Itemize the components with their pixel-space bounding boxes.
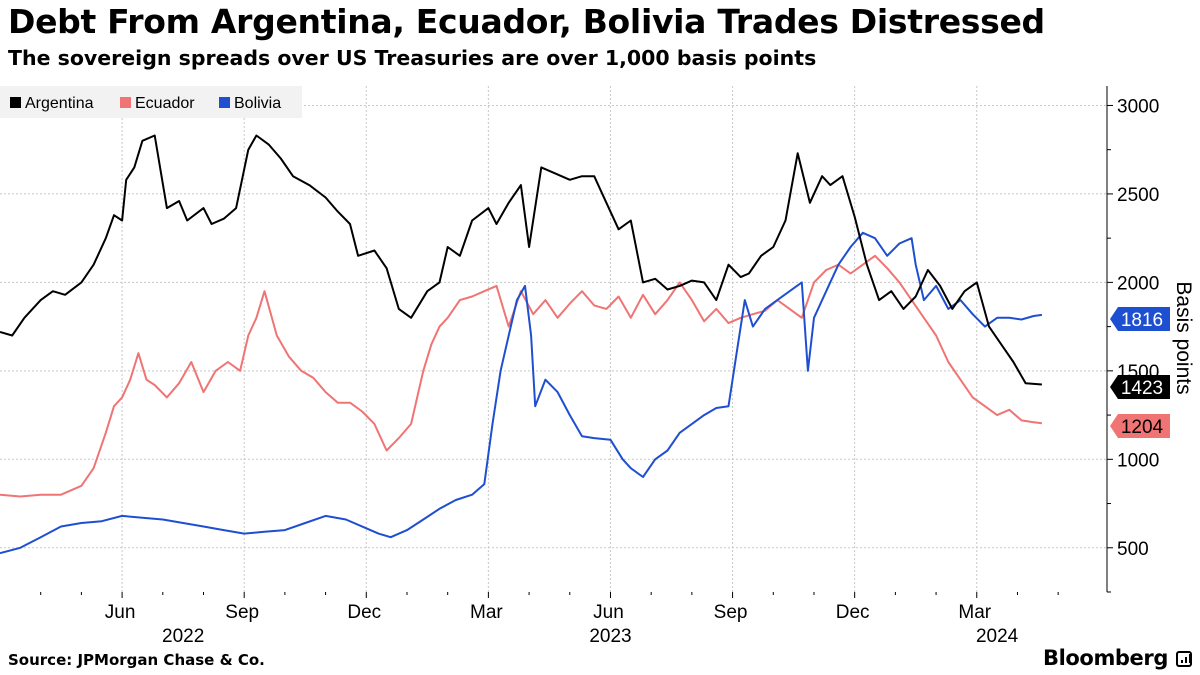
legend-swatch-argentina (10, 97, 21, 108)
y-tick-label: 500 (1117, 539, 1149, 560)
series-lines (0, 134, 1043, 555)
y-axis-label: Basis points (1172, 281, 1195, 394)
legend-label-bolivia: Bolivia (234, 95, 281, 112)
y-tick-label: 2000 (1117, 273, 1159, 294)
end-label-value-bolivia: 1816 (1121, 310, 1163, 331)
bloomberg-logo: Bloomberg (1042, 646, 1168, 670)
x-axis: Jun Sep Dec Mar Jun Sep Dec Mar 2022 2023 2024 (40, 592, 1059, 647)
x-tick-label: Sep (714, 602, 748, 623)
x-year-label: 2022 (162, 626, 204, 647)
x-tick-label: Mar (470, 602, 503, 623)
bloomberg-chart-icon (1176, 651, 1192, 667)
chart-subtitle: The sovereign spreads over US Treasuries… (8, 46, 817, 70)
end-label-value-ecuador: 1204 (1121, 417, 1164, 438)
y-tick-label: 1000 (1117, 450, 1159, 471)
legend-background (0, 86, 302, 118)
legend-swatch-ecuador (120, 97, 131, 108)
x-tick-label: Sep (225, 602, 259, 623)
source-note: Source: JPMorgan Chase & Co. (8, 651, 265, 669)
end-label-value-argentina: 1423 (1121, 378, 1163, 399)
legend-label-argentina: Argentina (25, 95, 94, 112)
grid (0, 86, 1107, 592)
x-tick-label: Dec (836, 602, 870, 623)
series-line-argentina (0, 134, 1042, 386)
x-tick-label: Mar (958, 602, 991, 623)
end-label-tag-ecuador (1110, 414, 1170, 438)
end-label-tag-argentina (1110, 375, 1170, 399)
x-year-label: 2024 (976, 626, 1019, 647)
y-tick-label: 2500 (1117, 185, 1159, 206)
x-tick-label: Jun (105, 602, 136, 623)
series-line-bolivia (0, 231, 1043, 555)
x-tick-label: Jun (593, 602, 624, 623)
legend-label-ecuador: Ecuador (135, 95, 195, 112)
legend-swatch-bolivia (219, 97, 230, 108)
end-value-labels: 1423 1204 1816 (1110, 307, 1170, 438)
end-label-tag-bolivia (1110, 307, 1170, 331)
legend: Argentina Ecuador Bolivia (0, 86, 302, 118)
x-tick-label: Dec (347, 602, 381, 623)
x-year-label: 2023 (589, 626, 631, 647)
chart-title: Debt From Argentina, Ecuador, Bolivia Tr… (8, 2, 1045, 41)
y-tick-label: 3000 (1117, 96, 1159, 117)
